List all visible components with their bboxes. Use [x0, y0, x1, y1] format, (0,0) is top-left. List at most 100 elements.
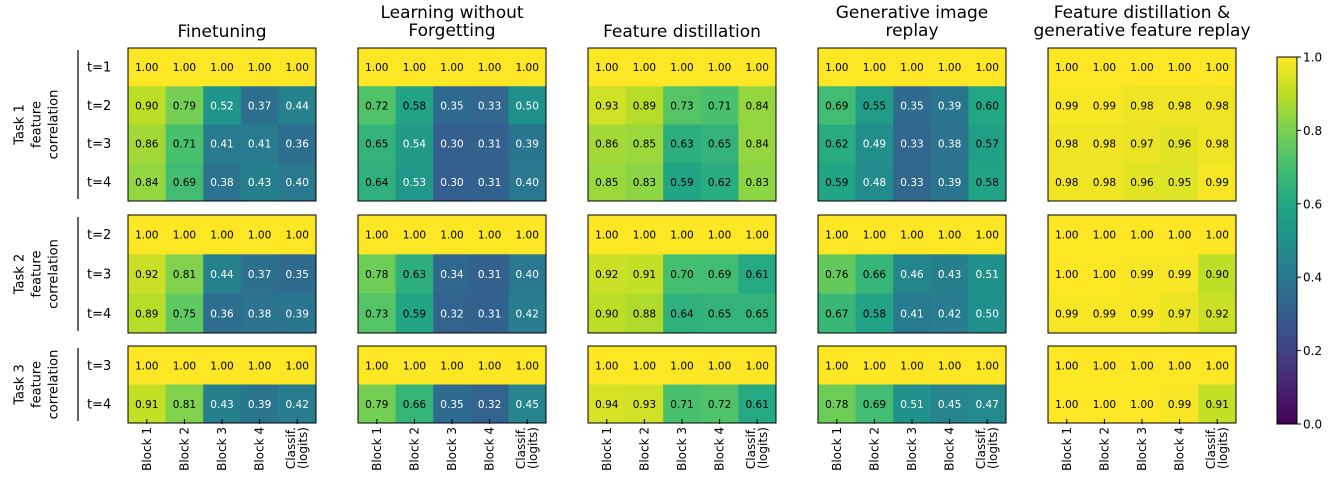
- heatmap-cell: [893, 162, 932, 202]
- column-label: Block 1: [830, 427, 844, 471]
- heatmap-cell: [700, 384, 739, 424]
- cell-value: 0.73: [365, 308, 388, 320]
- heatmap-cell: [663, 346, 702, 385]
- heatmap-cell: [358, 124, 396, 164]
- heatmap-cell: [588, 124, 626, 164]
- cell-value: 0.58: [976, 177, 999, 189]
- heatmap-cell: [358, 162, 396, 202]
- heatmap-cell: [818, 254, 856, 295]
- column-label: Classif.: [514, 427, 528, 469]
- heatmap-cell: [508, 254, 547, 295]
- heatmap-cell: [893, 346, 932, 385]
- heatmap-cell: [358, 254, 396, 295]
- cell-value: 1.00: [1168, 62, 1191, 74]
- heatmap-cell: [508, 215, 547, 255]
- heatmap-cell: [165, 162, 204, 202]
- cell-value: 0.61: [746, 399, 769, 411]
- heatmap-cell: [1123, 86, 1162, 125]
- cell-value: 0.71: [708, 100, 731, 112]
- cell-value: 1.00: [135, 360, 158, 372]
- cell-value: 1.00: [210, 360, 233, 372]
- cell-value: 1.00: [135, 62, 158, 74]
- cell-value: 1.00: [403, 360, 426, 372]
- cell-value: 1.00: [670, 62, 693, 74]
- heatmap-cell: [1123, 293, 1162, 334]
- heatmap-cell: [203, 293, 242, 334]
- cell-value: 0.99: [1130, 269, 1153, 281]
- cell-value: 0.99: [1168, 269, 1191, 281]
- column-label: Block 2: [867, 427, 881, 471]
- heatmap-cell: [1123, 124, 1162, 164]
- cell-value: 0.98: [1055, 139, 1078, 151]
- cell-value: 0.42: [938, 308, 961, 320]
- heatmap-cell: [1048, 293, 1086, 334]
- cell-value: 1.00: [595, 360, 618, 372]
- row-label: t=4: [87, 175, 111, 190]
- heatmap-cell: [1123, 254, 1162, 295]
- heatmap-cell: [968, 215, 1007, 255]
- heatmap-frame: [357, 214, 547, 334]
- group-label: correlation: [47, 239, 62, 309]
- column-label: Block 1: [370, 427, 384, 471]
- cell-value: 1.00: [1055, 269, 1078, 281]
- cell-value: 1.00: [825, 62, 848, 74]
- cell-value: 0.99: [1130, 308, 1153, 320]
- cell-value: 0.89: [633, 100, 656, 112]
- heatmap-cell: [395, 86, 434, 125]
- heatmap-frame: [127, 214, 317, 334]
- cell-value: 0.94: [595, 399, 619, 411]
- cell-value: 1.00: [900, 360, 923, 372]
- cell-value: 0.36: [286, 139, 310, 151]
- cell-value: 0.93: [633, 399, 656, 411]
- heatmap-cell: [1048, 215, 1086, 255]
- heatmap-cell: [588, 162, 626, 202]
- column-label: Block 4: [253, 427, 267, 471]
- heatmap-cell: [128, 86, 166, 125]
- heatmap-cell: [625, 346, 664, 385]
- heatmap-cell: [395, 254, 434, 295]
- cell-value: 0.86: [135, 139, 159, 151]
- colorbar-tick-label: 1.0: [1303, 51, 1322, 65]
- cell-value: 0.93: [595, 100, 618, 112]
- heatmap-cell: [278, 124, 317, 164]
- heatmap-cell: [968, 124, 1007, 164]
- heatmap-cell: [203, 346, 242, 385]
- cell-value: 0.62: [825, 139, 848, 151]
- cell-value: 0.44: [286, 100, 310, 112]
- heatmap-cell: [470, 124, 509, 164]
- cell-value: 1.00: [173, 360, 196, 372]
- column-label: Block 3: [905, 427, 919, 471]
- cell-value: 0.39: [248, 399, 271, 411]
- heatmap-cell: [893, 293, 932, 334]
- heatmap-cell: [968, 254, 1007, 295]
- cell-value: 0.39: [286, 308, 309, 320]
- heatmap-cell: [433, 215, 472, 255]
- cell-value: 1.00: [516, 62, 539, 74]
- heatmap-cell: [855, 86, 894, 125]
- heatmap-frame: [1047, 47, 1237, 202]
- heatmap-cell: [358, 86, 396, 125]
- heatmap-cell: [1160, 215, 1199, 255]
- cell-value: 1.00: [976, 62, 999, 74]
- cell-value: 0.31: [478, 269, 501, 281]
- column-label: Block 1: [1060, 427, 1074, 471]
- cell-value: 0.99: [1206, 177, 1229, 189]
- cell-value: 0.63: [670, 139, 693, 151]
- heatmap-cell: [165, 346, 204, 385]
- cell-value: 0.41: [248, 139, 271, 151]
- cell-value: 1.00: [633, 230, 656, 242]
- heatmap-cell: [395, 384, 434, 424]
- cell-value: 1.00: [365, 230, 388, 242]
- heatmap-cell: [470, 384, 509, 424]
- column-label: (logits): [756, 427, 770, 469]
- panel-title: Feature distillation &: [1054, 3, 1231, 23]
- cell-value: 0.96: [1168, 139, 1192, 151]
- heatmap-cell: [1198, 346, 1237, 385]
- cell-value: 0.99: [1093, 308, 1116, 320]
- heatmap-cell: [930, 124, 969, 164]
- cell-value: 1.00: [403, 230, 426, 242]
- heatmap-cell: [240, 384, 279, 424]
- heatmap-cell: [625, 384, 664, 424]
- cell-value: 1.00: [173, 62, 196, 74]
- heatmap-cell: [508, 293, 547, 334]
